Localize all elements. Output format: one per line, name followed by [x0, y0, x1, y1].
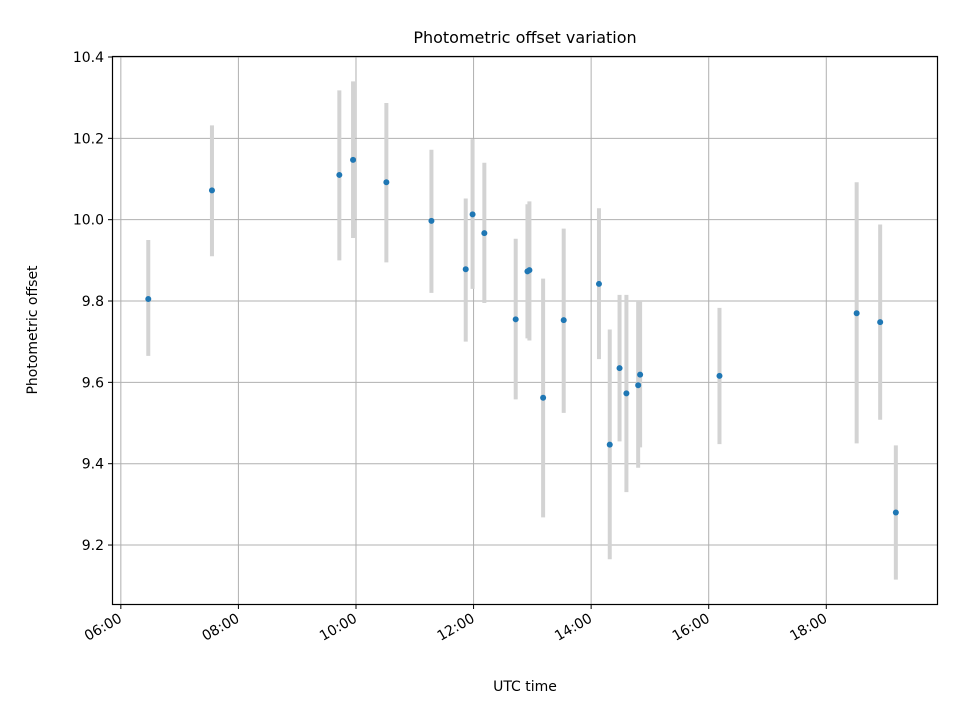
data-point [145, 295, 152, 302]
data-point [469, 211, 476, 218]
data-point [853, 310, 860, 317]
data-point [383, 179, 390, 186]
data-point [716, 372, 723, 379]
y-tick-label: 9.4 [82, 457, 104, 473]
y-tick-label: 9.2 [82, 538, 104, 554]
data-point [540, 394, 547, 401]
data-point [623, 390, 630, 397]
x-axis-label: UTC time [493, 679, 557, 695]
data-point [892, 509, 899, 516]
data-point [560, 317, 567, 324]
y-tick-label: 9.6 [82, 375, 104, 391]
data-point [350, 156, 357, 163]
data-points [145, 156, 899, 516]
data-point [635, 382, 642, 389]
data-point [595, 280, 602, 287]
data-point [428, 217, 435, 224]
y-tick-label: 10.0 [73, 213, 104, 229]
y-tick-label: 10.4 [73, 50, 104, 66]
data-point [526, 267, 533, 274]
y-tick-label: 9.8 [82, 294, 104, 310]
data-point [336, 171, 343, 178]
data-point [208, 187, 215, 194]
data-point [481, 230, 488, 237]
y-axis-label: Photometric offset [25, 265, 41, 395]
data-point [606, 441, 613, 448]
plot-frame [111, 55, 939, 606]
data-point [462, 266, 469, 273]
data-point [877, 319, 884, 326]
data-point [616, 365, 623, 372]
data-point [637, 371, 644, 378]
y-axis-ticks: 9.2 9.4 9.6 9.8 10.0 10.2 10.4 [73, 50, 113, 554]
data-point [512, 316, 519, 323]
chart-title: Photometric offset variation [413, 28, 636, 47]
y-tick-label: 10.2 [73, 131, 104, 147]
